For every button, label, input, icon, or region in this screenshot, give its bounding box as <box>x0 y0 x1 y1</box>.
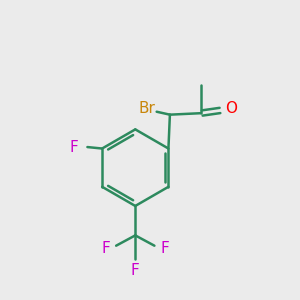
Text: F: F <box>160 241 169 256</box>
Text: Br: Br <box>138 101 155 116</box>
Text: F: F <box>101 241 110 256</box>
Text: F: F <box>70 140 79 154</box>
Text: O: O <box>225 101 237 116</box>
Text: F: F <box>131 263 140 278</box>
